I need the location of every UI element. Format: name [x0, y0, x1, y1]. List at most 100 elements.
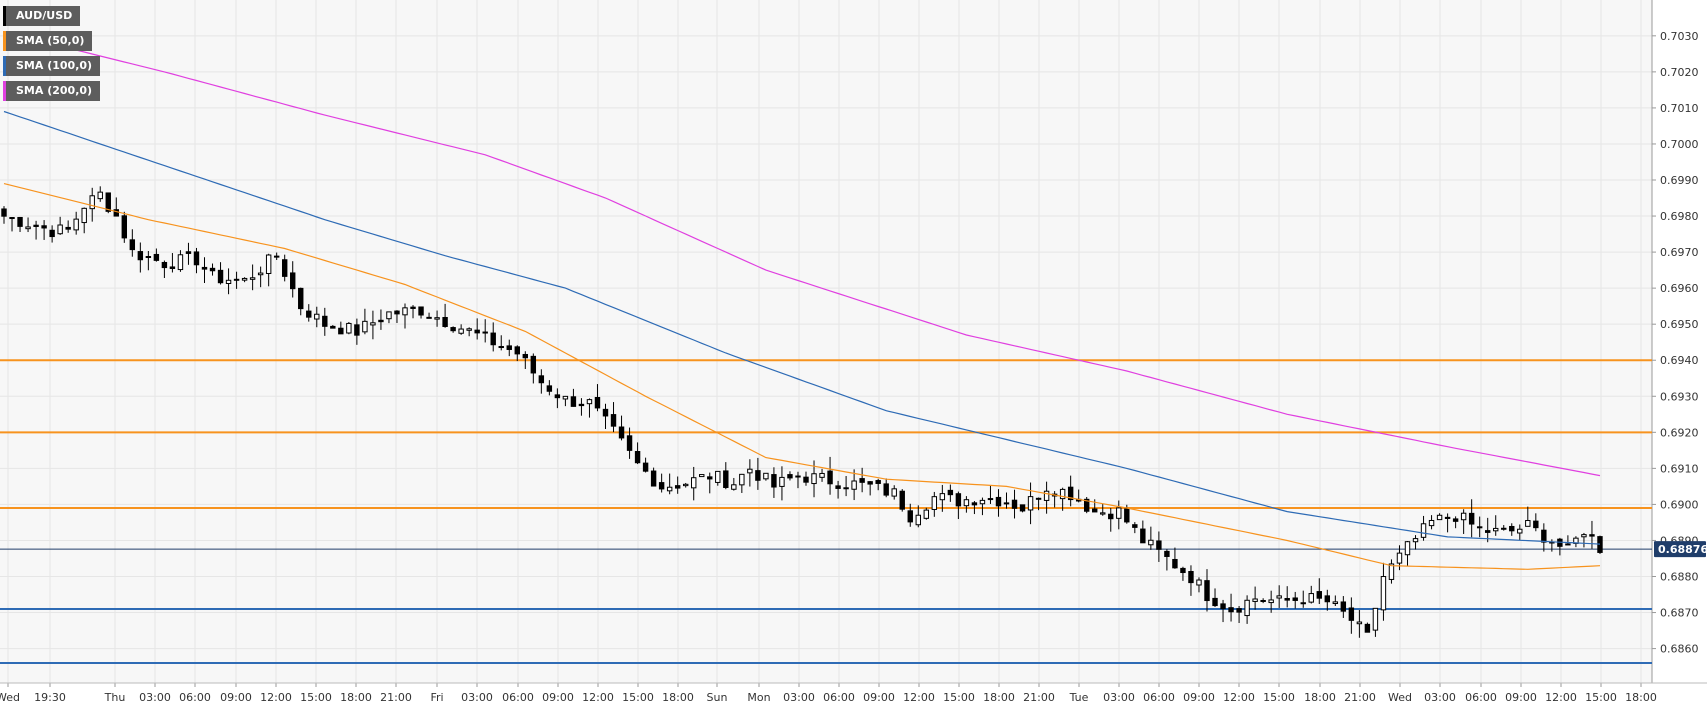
candle-down[interactable] — [995, 496, 1002, 507]
legend-item-audusd[interactable]: AUD/USD — [3, 6, 81, 26]
candle-down[interactable] — [498, 346, 504, 349]
candle-up[interactable] — [434, 317, 440, 320]
candle-up[interactable] — [1388, 563, 1395, 580]
candle-down[interactable] — [522, 353, 529, 359]
candle-down[interactable] — [137, 251, 144, 261]
candle-up[interactable] — [979, 499, 986, 505]
candle-down[interactable] — [538, 375, 545, 384]
candle-down[interactable] — [867, 481, 873, 485]
candle-up[interactable] — [426, 316, 432, 319]
candle-up[interactable] — [779, 476, 785, 487]
candle-down[interactable] — [1348, 607, 1355, 621]
candle-up[interactable] — [1356, 621, 1363, 625]
candle-up[interactable] — [25, 226, 31, 230]
candle-down[interactable] — [658, 482, 665, 490]
candle-down[interactable] — [1541, 529, 1547, 543]
candle-down[interactable] — [474, 329, 480, 334]
candle-up[interactable] — [225, 279, 232, 285]
candle-down[interactable] — [306, 310, 312, 318]
candle-down[interactable] — [394, 310, 400, 315]
candle-up[interactable] — [1404, 541, 1411, 556]
candle-down[interactable] — [610, 414, 617, 427]
candle-down[interactable] — [105, 192, 111, 212]
legend-item-sma200[interactable]: SMA (200,0) — [3, 81, 101, 101]
candle-down[interactable] — [626, 435, 633, 451]
candle-up[interactable] — [1059, 488, 1066, 500]
candle-down[interactable] — [1172, 558, 1178, 569]
candle-down[interactable] — [1180, 567, 1186, 574]
candle-down[interactable] — [827, 470, 833, 485]
candle-down[interactable] — [1260, 599, 1266, 602]
candle-up[interactable] — [562, 395, 569, 400]
candle-down[interactable] — [1533, 520, 1539, 529]
candle-up[interactable] — [1276, 595, 1282, 599]
candle-down[interactable] — [322, 315, 328, 327]
candle-up[interactable] — [939, 493, 946, 501]
candle-down[interactable] — [835, 485, 841, 489]
candle-down[interactable] — [49, 229, 55, 238]
candle-down[interactable] — [450, 327, 456, 332]
candle-up[interactable] — [362, 320, 368, 333]
candle-down[interactable] — [1228, 607, 1234, 613]
legend-item-sma100[interactable]: SMA (100,0) — [3, 56, 101, 76]
candle-down[interactable] — [771, 474, 777, 488]
candle-down[interactable] — [290, 272, 296, 290]
candle-up[interactable] — [1525, 520, 1531, 527]
candle-down[interactable] — [1468, 512, 1475, 525]
candle-up[interactable] — [1428, 519, 1435, 527]
candle-down[interactable] — [1164, 550, 1170, 557]
candle-down[interactable] — [570, 396, 577, 407]
candle-down[interactable] — [1452, 518, 1459, 522]
candle-down[interactable] — [298, 287, 304, 310]
candle-up[interactable] — [691, 477, 697, 489]
candle-down[interactable] — [578, 403, 585, 407]
candle-down[interactable] — [442, 316, 448, 327]
candle-down[interactable] — [642, 462, 649, 472]
candle-up[interactable] — [699, 474, 705, 478]
candle-up[interactable] — [1043, 490, 1050, 501]
candle-down[interactable] — [378, 319, 384, 323]
candle-down[interactable] — [33, 224, 39, 227]
candle-down[interactable] — [1509, 525, 1515, 532]
candle-down[interactable] — [281, 259, 288, 277]
candle-down[interactable] — [113, 209, 119, 217]
candle-down[interactable] — [153, 253, 160, 261]
candle-down[interactable] — [1300, 602, 1306, 605]
candle-down[interactable] — [514, 346, 520, 355]
candle-down[interactable] — [1284, 598, 1290, 601]
candle-down[interactable] — [955, 493, 962, 507]
candle-up[interactable] — [1396, 552, 1403, 564]
candle-up[interactable] — [1268, 599, 1274, 604]
candle-up[interactable] — [57, 224, 63, 235]
candle-up[interactable] — [1581, 534, 1587, 538]
candle-down[interactable] — [201, 266, 208, 270]
candle-down[interactable] — [1083, 498, 1090, 512]
candle-down[interactable] — [506, 345, 512, 350]
candle-down[interactable] — [1484, 530, 1491, 533]
candle-down[interactable] — [1589, 534, 1595, 537]
candle-up[interactable] — [666, 486, 673, 492]
candle-up[interactable] — [1493, 527, 1499, 532]
candle-up[interactable] — [715, 470, 721, 483]
candle-down[interactable] — [1156, 540, 1162, 550]
candle-down[interactable] — [803, 476, 809, 483]
candle-down[interactable] — [554, 394, 561, 399]
candle-down[interactable] — [707, 476, 713, 480]
candle-down[interactable] — [1067, 486, 1074, 501]
candle-down[interactable] — [1132, 524, 1138, 528]
candle-up[interactable] — [233, 278, 240, 281]
candle-down[interactable] — [602, 408, 609, 417]
candle-up[interactable] — [249, 277, 256, 280]
candle-down[interactable] — [490, 332, 496, 346]
candle-down[interactable] — [674, 485, 681, 489]
candle-up[interactable] — [1372, 607, 1379, 631]
candle-down[interactable] — [899, 490, 905, 510]
candle-up[interactable] — [1116, 507, 1122, 519]
candle-up[interactable] — [1027, 496, 1034, 511]
candle-up[interactable] — [1252, 598, 1258, 602]
candle-down[interactable] — [1035, 497, 1042, 500]
candle-down[interactable] — [1108, 513, 1114, 520]
candle-down[interactable] — [1124, 508, 1130, 523]
candle-up[interactable] — [1436, 514, 1443, 521]
candle-down[interactable] — [1011, 499, 1018, 509]
